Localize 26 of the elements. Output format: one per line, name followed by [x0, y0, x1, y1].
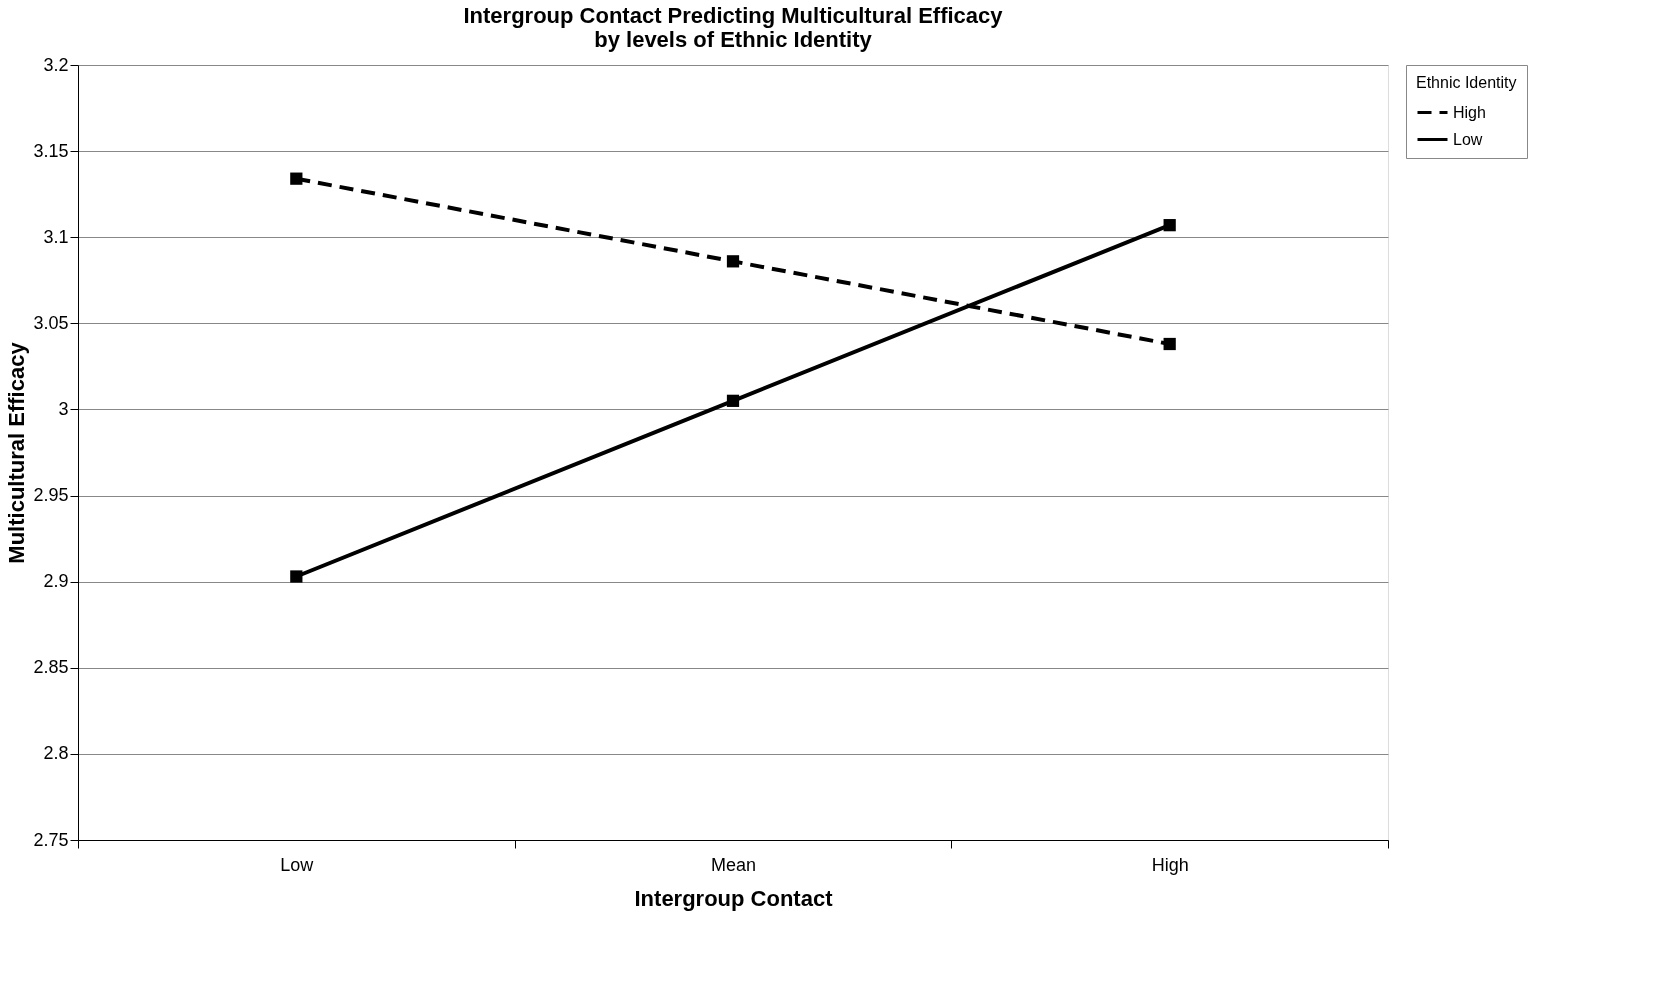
- x-axis-title: Intergroup Contact: [634, 885, 834, 911]
- y-tick-label: 3.2: [43, 54, 69, 75]
- x-tick-label: High: [1151, 854, 1189, 875]
- legend-title: Ethnic Identity: [1416, 74, 1517, 91]
- y-axis-title: Multicultural Efficacy: [4, 341, 30, 564]
- y-tick-label: 3: [58, 398, 69, 419]
- y-tick-label: 2.9: [43, 571, 69, 592]
- y-tick-label: 2.95: [33, 485, 69, 506]
- y-tick-label: 2.75: [33, 829, 69, 850]
- y-tick-label: 3.1: [43, 226, 69, 247]
- text: by levels of Ethnic Identity: [594, 27, 872, 52]
- y-tick-label: 3.15: [33, 140, 69, 161]
- y-tick-label: 3.05: [33, 312, 69, 333]
- x-tick-label: Low: [280, 854, 315, 875]
- point: [726, 255, 740, 268]
- legend-label: Low: [1453, 130, 1483, 148]
- y-tick-label: 2.8: [43, 743, 69, 764]
- point: [726, 394, 740, 407]
- point: [290, 172, 303, 185]
- point: [1163, 219, 1176, 232]
- text: Intergroup Contact Predicting Multicultural Efficacy: [463, 3, 1003, 28]
- x-tick-label: Mean: [710, 854, 757, 875]
- point: [290, 570, 303, 583]
- legend-label: High: [1453, 103, 1486, 121]
- y-tick-label: 2.85: [33, 657, 69, 678]
- point: [1163, 337, 1176, 351]
